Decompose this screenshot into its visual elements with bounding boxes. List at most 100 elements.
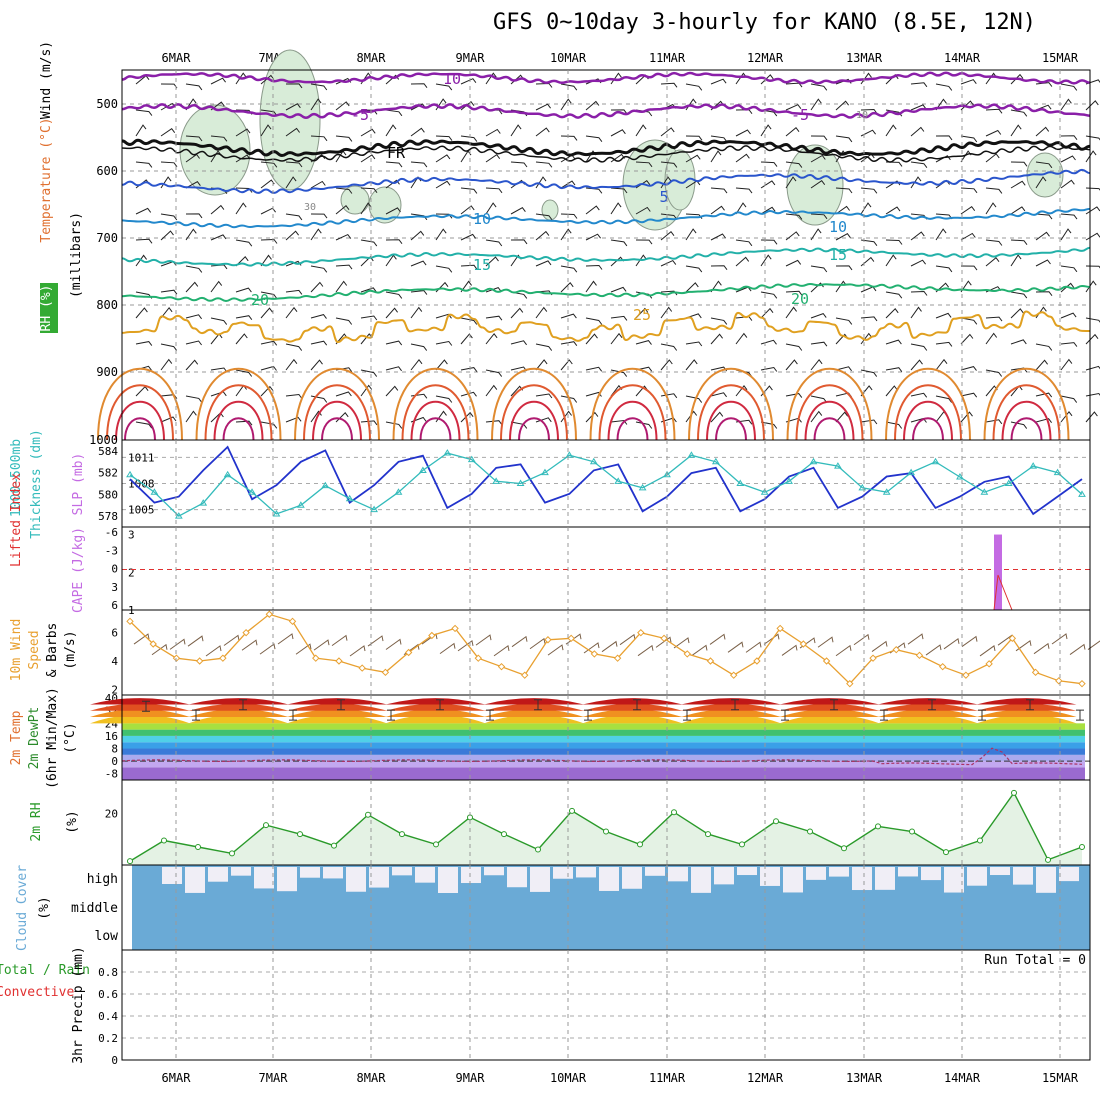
wind-barb [485,72,497,85]
wind-barb [385,179,400,189]
thickness-point [663,470,671,478]
wind-barb [710,78,727,85]
pressure-tick-label: 1000 [89,433,118,447]
wind-barb [285,230,299,241]
wind-barb [210,204,225,215]
cloud-gap [783,867,803,893]
wind-barb [835,317,853,325]
wind-barb [935,98,947,111]
thickness-point [858,483,867,491]
wind-barb [785,343,803,351]
temp-axis-label-1: 2m Temp [9,710,24,765]
date-label-top: 14MAR [944,51,981,65]
rh-point [263,822,269,829]
wind-barb [435,395,453,403]
temp-dome [976,709,1077,718]
temp-dome [90,709,190,718]
rh-point [637,841,643,848]
wind-barb [985,108,1003,114]
panel-frame [121,526,1091,611]
wind-barb [185,213,203,219]
wind-barb [160,213,178,221]
wind-barb [635,161,653,168]
wind-barb [510,207,526,215]
wind-barb [760,254,772,267]
wind-barb [760,339,777,345]
wind-barb [185,228,197,241]
date-label-top: 12MAR [747,51,784,65]
thickness-point [223,470,232,478]
wind10-barb [817,636,834,648]
wind-barb [135,307,148,319]
wind-barb [1010,73,1024,85]
wind-barb [810,313,827,319]
wind-barb [810,154,826,163]
wind-barb [760,180,776,189]
wind-barb [810,410,823,423]
wind-barb [460,264,478,270]
wind-speed-point [753,657,761,665]
wind-barb [960,392,978,398]
wind-barb [1010,206,1026,215]
cloud-gap [1036,867,1056,893]
wind-barb [1035,343,1053,351]
wind-barb [710,265,728,270]
date-label-top: 15MAR [1042,51,1079,65]
wind-barb [585,366,603,372]
temp-max-marker [239,699,247,711]
wind-barb [560,83,578,91]
wind-barb [485,332,498,345]
wind-barb [460,411,474,423]
cloud-gap [645,867,665,876]
cloud-gap [921,867,941,881]
panel-frame [121,609,1091,696]
thickness-tick-label: 582 [98,467,118,480]
cloud-axis-label-1: Cloud Cover [15,865,30,951]
wind-barb [360,420,378,426]
wind-barb [535,82,553,88]
wind-barb [210,333,223,345]
wind-speed-point [242,628,250,637]
rh2m-axis-label-2: (%) [65,810,80,833]
wind-barb [185,265,203,273]
temp-dome [681,709,781,718]
thickness-point [1004,479,1013,486]
wind-barb [685,154,701,163]
lifted-index-axis-label: Lifted Index [9,473,24,567]
wind10-barb [727,641,744,653]
wind10-barb [979,645,996,657]
wind-barb [310,359,323,371]
cloud-gap [415,867,435,883]
temp-dome [484,709,584,718]
wind-barb [460,233,477,241]
wind-barb [585,135,603,142]
temp-dome [188,698,289,705]
wind-barb [1060,358,1073,371]
wind-barb [685,83,703,91]
wind-barb [910,231,925,241]
isotherm [121,71,1091,85]
wind-barb [660,359,673,371]
wind-barb [310,98,322,111]
wind-barb [535,306,548,319]
isotherm [121,103,1091,119]
rh-point [297,831,303,838]
wind-speed-point [729,671,738,679]
wind-speed-point [706,657,715,665]
wind-barb [435,228,447,241]
wind-barb [485,369,503,377]
cloud-gap [737,867,757,876]
wind10-barb [223,634,240,646]
thickness-point [492,477,501,484]
slp-line [129,445,1083,516]
wind-barb [360,154,376,163]
wind-barb [160,161,178,168]
wind-barb [385,340,403,346]
wind10-barb [1069,643,1086,655]
wind-barb [910,104,927,111]
precip-tick-label: 0 [111,1054,118,1067]
wind-barb [985,202,997,215]
thickness-point [614,477,623,484]
wind-barb [235,369,253,377]
wind-barb [935,135,953,141]
